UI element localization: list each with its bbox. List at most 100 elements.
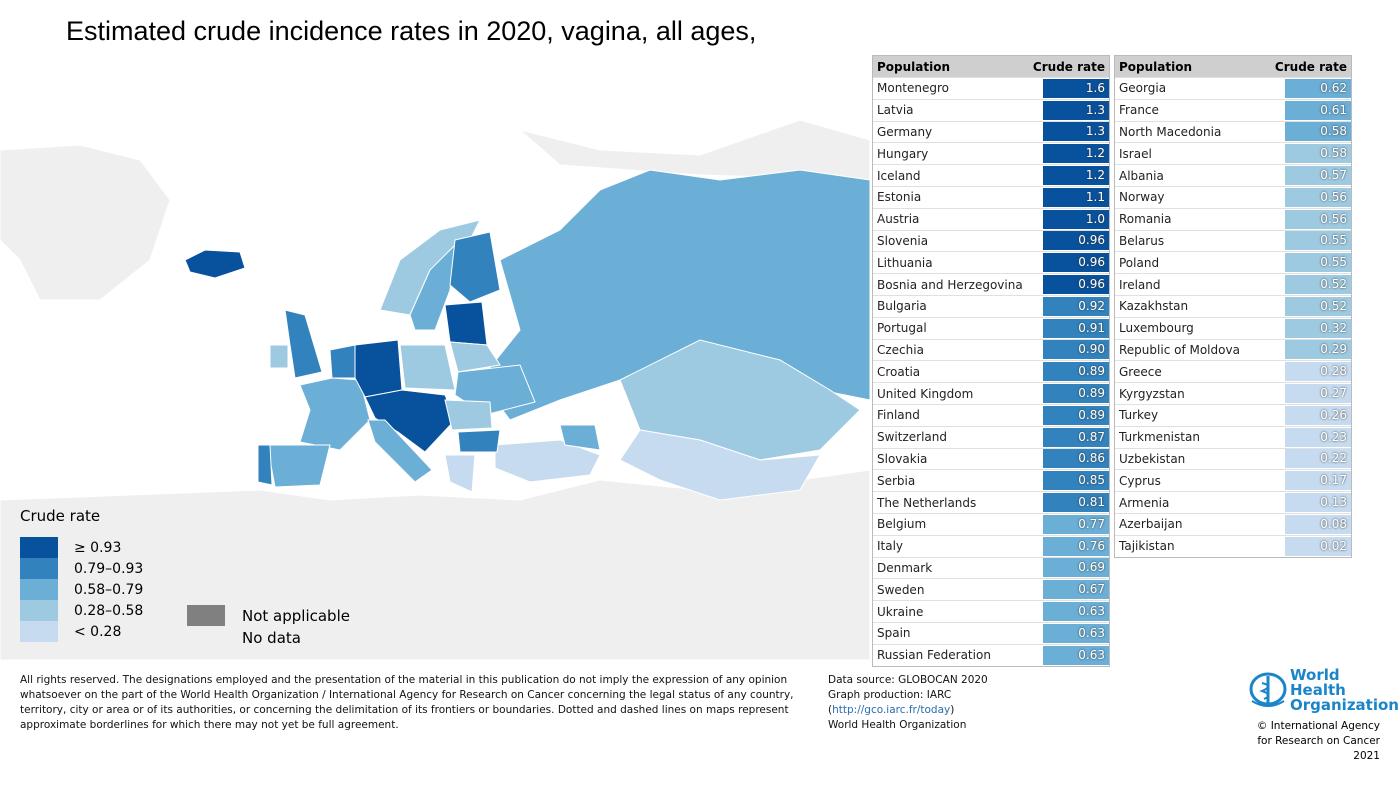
population-name: Bosnia and Herzegovina: [877, 277, 1023, 292]
table-row: Georgia 0.62: [1115, 77, 1351, 99]
region-portugal: [257, 444, 273, 486]
population-name: Finland: [877, 408, 920, 423]
region-baltics: [444, 301, 488, 346]
crude-rate-value: 0.28: [1285, 362, 1351, 382]
crude-rate-value: 0.55: [1285, 231, 1351, 251]
region-russia: [479, 169, 870, 421]
table-row: North Macedonia 0.58: [1115, 120, 1351, 143]
population-name: Greece: [1119, 364, 1162, 379]
legend-label: 0.79–0.93: [74, 560, 144, 577]
crude-rate-value: 0.32: [1285, 318, 1351, 338]
table-row: Greece 0.28: [1115, 360, 1351, 382]
table-row: Latvia 1.3: [873, 98, 1109, 121]
crude-rate-value: 1.0: [1043, 209, 1109, 229]
rates-table-right: Population Crude rate Georgia 0.62 France 0.…: [1114, 55, 1352, 558]
crude-rate-value: 1.3: [1043, 100, 1109, 120]
population-name: Turkmenistan: [1119, 430, 1200, 445]
legend: Crude rate ≥ 0.93 0.79–0.93 0.58–0.79 0.…: [20, 507, 143, 642]
table-row: Bulgaria 0.92: [873, 294, 1109, 317]
land-nodata: [0, 119, 870, 660]
crude-rate-value: 0.67: [1043, 580, 1109, 600]
crude-rate-value: 0.89: [1043, 384, 1109, 404]
population-name: Luxembourg: [1119, 321, 1194, 336]
table-row: Slovenia 0.96: [873, 229, 1109, 252]
who-logo: World Health Organization: [1240, 668, 1399, 713]
region-belarus: [449, 341, 501, 373]
crude-rate-value: 0.85: [1043, 471, 1109, 491]
population-name: Ireland: [1119, 277, 1161, 292]
table-row: Turkmenistan 0.23: [1115, 425, 1351, 448]
population-name: Albania: [1119, 168, 1164, 183]
crude-rate-value: 0.57: [1285, 166, 1351, 186]
crude-rate-value: 0.52: [1285, 275, 1351, 295]
crude-rate-value: 0.69: [1043, 558, 1109, 578]
population-name: Sweden: [877, 582, 925, 597]
crude-rate-value: 0.56: [1285, 209, 1351, 229]
crude-rate-value: 1.1: [1043, 187, 1109, 207]
population-name: Iceland: [877, 168, 921, 183]
choropleth-map: [0, 100, 870, 660]
region-romania: [444, 399, 493, 431]
crude-rate-value: 0.96: [1043, 231, 1109, 251]
crude-rate-value: 0.02: [1285, 536, 1351, 556]
crude-rate-value: 0.63: [1043, 645, 1109, 665]
table-row: Kazakhstan 0.52: [1115, 294, 1351, 317]
crude-rate-value: 0.22: [1285, 449, 1351, 469]
who-emblem-icon: [1249, 672, 1287, 707]
crude-rate-value: 0.89: [1043, 362, 1109, 382]
region-finland: [449, 231, 501, 303]
region-poland: [399, 344, 456, 391]
population-name: Czechia: [877, 342, 924, 357]
population-name: Montenegro: [877, 81, 950, 96]
table-row: United Kingdom 0.89: [873, 382, 1109, 404]
region-ireland: [269, 344, 289, 369]
crude-rate-value: 0.63: [1043, 602, 1109, 622]
population-name: Spain: [877, 626, 911, 641]
crude-rate-value: 0.87: [1043, 427, 1109, 447]
crude-rate-value: 0.77: [1043, 514, 1109, 534]
crude-rate-value: 0.58: [1285, 144, 1351, 164]
population-name: Croatia: [877, 364, 921, 379]
col-rate: Crude rate: [1274, 59, 1347, 74]
table-row: Belgium 0.77: [873, 512, 1109, 535]
legend-swatch: [20, 600, 58, 621]
population-name: Norway: [1119, 190, 1165, 205]
table-row: Austria 1.0: [873, 207, 1109, 230]
region-spain: [269, 444, 331, 488]
population-name: North Macedonia: [1119, 124, 1222, 139]
table-row: Russian Federation 0.63: [873, 643, 1109, 666]
table-row: Turkey 0.26: [1115, 403, 1351, 426]
legend-no-data: No data: [242, 628, 301, 647]
legend-swatch: [20, 537, 58, 558]
col-population: Population: [877, 59, 951, 74]
population-name: Lithuania: [877, 255, 933, 270]
table-row: Republic of Moldova 0.29: [1115, 338, 1351, 361]
crude-rate-value: 0.96: [1043, 275, 1109, 295]
legend-swatch: [20, 558, 58, 579]
crude-rate-value: 0.29: [1285, 340, 1351, 360]
population-name: Israel: [1119, 146, 1152, 161]
table-row: The Netherlands 0.81: [873, 491, 1109, 513]
table-row: Iceland 1.2: [873, 164, 1109, 186]
crude-rate-value: 0.17: [1285, 471, 1351, 491]
crude-rate-value: 0.62: [1285, 78, 1351, 98]
crude-rate-value: 0.23: [1285, 427, 1351, 447]
legend-swatch-na: [187, 605, 225, 626]
source-link[interactable]: http://gco.iarc.fr/today: [832, 704, 951, 716]
crude-rate-value: 0.26: [1285, 405, 1351, 425]
legend-label: < 0.28: [74, 623, 122, 640]
crude-rate-value: 1.3: [1043, 122, 1109, 142]
disclaimer: All rights reserved. The designations em…: [20, 674, 794, 731]
crude-rate-value: 0.91: [1043, 318, 1109, 338]
table-row: Czechia 0.90: [873, 338, 1109, 361]
table-row: Poland 0.55: [1115, 251, 1351, 273]
table-row: Germany 1.3: [873, 120, 1109, 143]
graph-production: Graph production: IARC: [828, 689, 952, 701]
table-row: France 0.61: [1115, 98, 1351, 121]
crude-rate-value: 0.96: [1043, 253, 1109, 273]
legend-title: Crude rate: [20, 507, 101, 525]
crude-rate-value: 0.89: [1043, 405, 1109, 425]
legend-not-applicable: Not applicable: [242, 606, 350, 625]
population-name: Tajikistan: [1119, 539, 1175, 554]
population-name: Estonia: [877, 190, 922, 205]
